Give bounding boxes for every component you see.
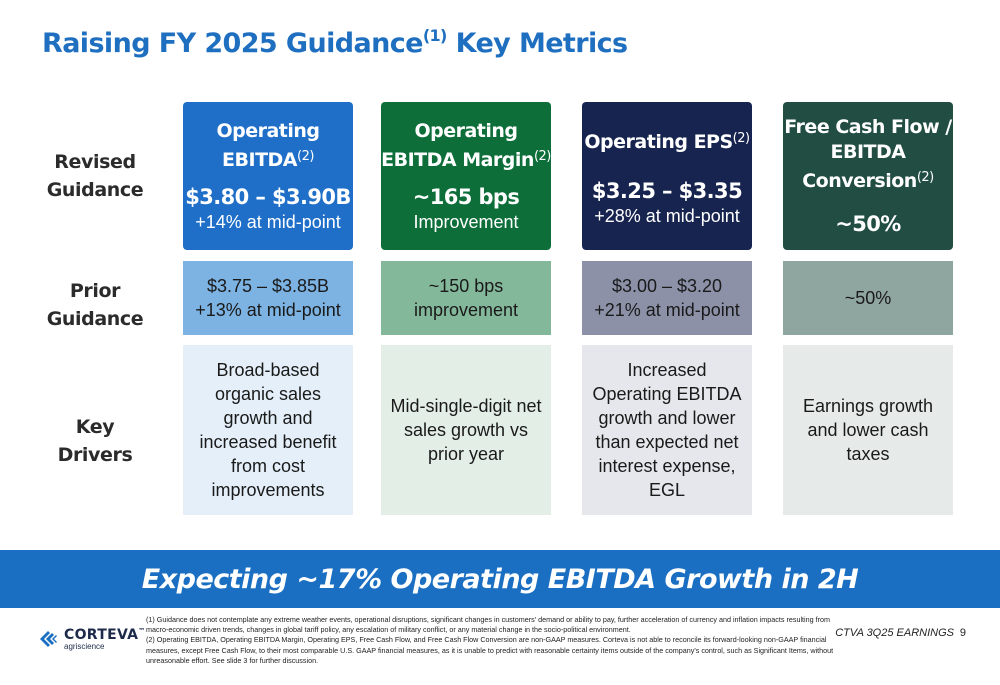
highlight-banner: Expecting ~17% Operating EBITDA Growth i… bbox=[0, 550, 1000, 608]
revised-card-operating-ebitda-margin: Operating EBITDA Margin(2) ~165 bps Impr… bbox=[381, 102, 551, 250]
driver-card-operating-eps: Increased Operating EBITDA growth and lo… bbox=[582, 345, 752, 515]
metric-sub: Improvement bbox=[413, 212, 519, 232]
metric-value: ~50% bbox=[835, 211, 901, 236]
revised-card-operating-eps: Operating EPS(2) $3.25 – $3.35 +28% at m… bbox=[582, 102, 752, 250]
corteva-leaf-icon bbox=[40, 631, 57, 647]
page-reference: CTVA 3Q25 EARNINGS bbox=[835, 627, 954, 639]
metric-value: $3.80 – $3.90B bbox=[185, 185, 351, 209]
metric-value: $3.25 – $3.35 bbox=[591, 178, 743, 203]
footnote-1: (1) Guidance does not contemplate any ex… bbox=[146, 615, 831, 635]
metric-sub: +14% at mid-point bbox=[195, 212, 341, 232]
row-label-key-drivers: Key Drivers bbox=[57, 416, 133, 466]
prior-card-fcf-conversion: ~50% bbox=[783, 261, 953, 335]
page-title: Raising FY 2025 Guidance(1) Key Metrics bbox=[42, 26, 628, 59]
prior-card-operating-eps: $3.00 – $3.20 +21% at mid-point bbox=[582, 261, 752, 335]
footnotes: (1) Guidance does not contemplate any ex… bbox=[146, 615, 846, 666]
metric-title: Free Cash Flow / EBITDA Conversion(2) bbox=[784, 115, 952, 192]
logo-name: CORTEVA bbox=[64, 626, 139, 643]
metric-title: Operating EPS(2) bbox=[584, 130, 750, 153]
prior-card-operating-ebitda: $3.75 – $3.85B +13% at mid-point bbox=[183, 261, 353, 335]
driver-card-fcf-conversion: Earnings growth and lower cash taxes bbox=[783, 345, 953, 515]
metric-title: Operating EBITDA(2) bbox=[216, 120, 320, 171]
row-label-prior-guidance: Prior Guidance bbox=[46, 280, 144, 330]
metric-sub: +28% at mid-point bbox=[594, 205, 740, 226]
driver-card-operating-ebitda-margin: Mid-single-digit net sales growth vs pri… bbox=[381, 345, 551, 515]
metric-value: ~165 bps bbox=[412, 185, 520, 209]
revised-card-operating-ebitda: Operating EBITDA(2) $3.80 – $3.90B +14% … bbox=[183, 102, 353, 250]
prior-card-operating-ebitda-margin: ~150 bps improvement bbox=[381, 261, 551, 335]
corteva-logo: CORTEVA™ agriscience bbox=[36, 627, 146, 651]
logo-subtitle: agriscience bbox=[64, 641, 105, 651]
metric-title: Operating EBITDA Margin(2) bbox=[381, 120, 551, 171]
footnote-2: (2) Operating EBITDA, Operating EBITDA M… bbox=[146, 635, 834, 665]
banner-text: Expecting ~17% Operating EBITDA Growth i… bbox=[141, 563, 859, 595]
row-label-revised-guidance: Revised Guidance bbox=[46, 151, 144, 201]
revised-card-fcf-conversion: Free Cash Flow / EBITDA Conversion(2) ~5… bbox=[783, 102, 953, 250]
logo-trademark: ™ bbox=[138, 626, 146, 635]
driver-card-operating-ebitda: Broad-based organic sales growth and inc… bbox=[183, 345, 353, 515]
page-number: 9 bbox=[959, 627, 966, 639]
